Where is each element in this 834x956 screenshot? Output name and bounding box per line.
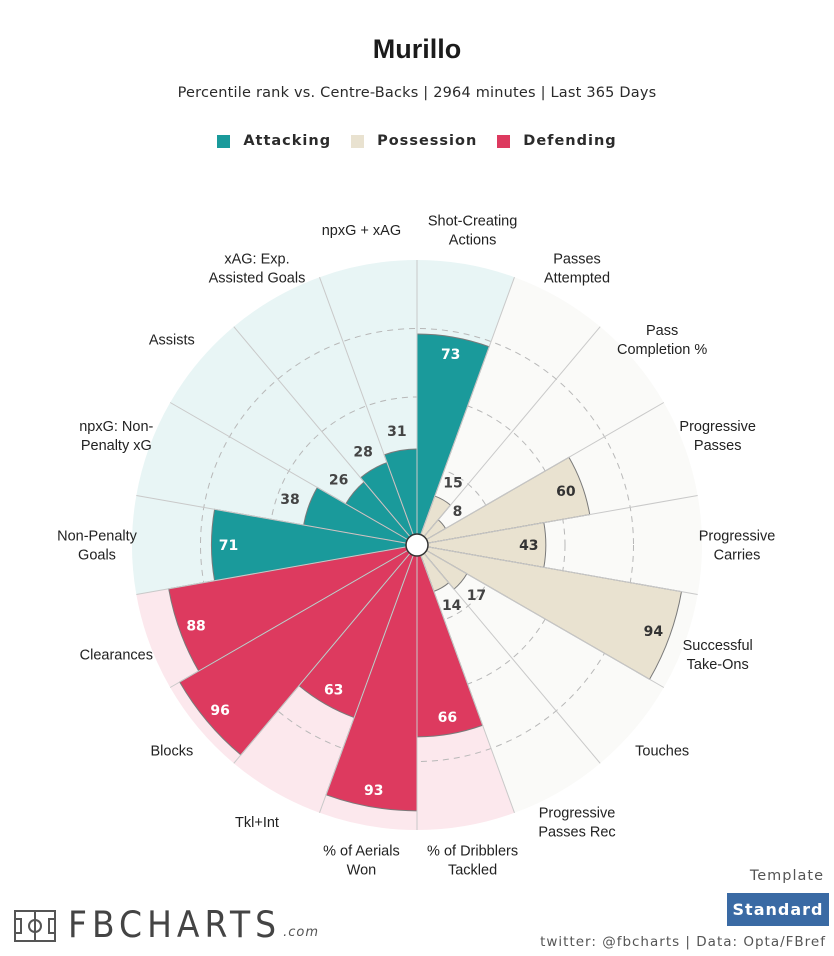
pitch-logo-icon	[14, 910, 56, 942]
sector-bg-pass-completion	[424, 326, 664, 540]
legend-swatch-possession	[351, 134, 365, 148]
category-label-xag-exp-assisted-goals: xAG: Exp. Assisted Goals	[209, 251, 306, 286]
category-label-pass-completion: Pass Completion %	[617, 323, 707, 358]
spoke	[136, 495, 407, 544]
fbcharts-logo: FBCHARTS .com	[14, 903, 320, 946]
chart-subtitle: Percentile rank vs. Centre-Backs | 2964 …	[177, 85, 657, 101]
legend-item-defending: Defending	[497, 133, 616, 149]
sector-bg-progressive-passes-rec	[420, 553, 601, 813]
spoke	[319, 277, 414, 535]
value-label-progressive-carries: 43	[519, 538, 538, 554]
category-label-of-dribblers-tackled: % of Dribblers Tackled	[427, 844, 518, 879]
value-label-progressive-passes-rec: 14	[442, 598, 462, 614]
legend-item-possession: Possession	[351, 133, 477, 149]
value-label-clearances: 88	[186, 618, 205, 634]
spoke	[169, 550, 408, 688]
category-labels: Shot-Creating Actions Passes Attempted Pass C…	[57, 213, 775, 878]
value-label-non-penalty-goals: 71	[219, 538, 238, 554]
legend-item-attacking: Attacking	[217, 133, 331, 149]
sector-bg-assists	[170, 326, 410, 540]
category-label-successful-take-ons: Successful Take-Ons	[683, 638, 753, 673]
spoke	[169, 402, 408, 540]
spoke	[420, 277, 515, 535]
spoke	[233, 326, 411, 537]
category-label-of-aerials-won: % of Aerials Won	[323, 844, 400, 879]
category-label-shot-creating-actions: Shot-Creating Actions	[428, 213, 517, 248]
legend-swatch-defending	[497, 134, 511, 148]
spoke	[420, 555, 515, 813]
spoke	[427, 495, 698, 544]
spoke	[423, 553, 601, 764]
category-label-progressive-passes: Progressive Passes	[679, 419, 756, 454]
category-label-progressive-carries: Progressive Carries	[699, 529, 776, 564]
sector-bg-touches	[424, 550, 664, 764]
logo-text: FBCHARTS	[68, 903, 282, 946]
legend-label-defending: Defending	[523, 133, 617, 149]
spokes	[136, 260, 698, 830]
spoke	[319, 555, 414, 813]
value-label-npxg-non-penalty-xg: 38	[280, 492, 299, 508]
data-credit: twitter: @fbcharts | Data: Opta/FBref	[540, 934, 826, 950]
legend-swatch-attacking	[217, 134, 231, 148]
value-label-of-dribblers-tackled: 66	[438, 710, 457, 726]
grid-ring-75	[200, 328, 634, 762]
value-labels: 73 15 8 60 43 94 17 14 66 93 63 96 88 71 38 26 28 31	[186, 347, 663, 799]
category-label-progressive-passes-rec: Progressive Passes Rec	[538, 806, 615, 841]
value-label-progressive-passes: 60	[556, 484, 576, 500]
value-label-assists: 26	[329, 472, 348, 488]
spoke	[426, 402, 665, 540]
value-label-xag-exp-assisted-goals: 28	[353, 445, 372, 461]
spoke	[426, 550, 665, 688]
value-label-tkl-int: 63	[324, 682, 343, 698]
value-label-of-aerials-won: 93	[364, 783, 383, 799]
category-label-passes-attempted: Passes Attempted	[544, 251, 610, 286]
legend-label-attacking: Attacking	[243, 133, 332, 149]
value-label-passes-attempted: 15	[443, 476, 462, 492]
bars	[168, 333, 683, 812]
category-label-npxg-non-penalty-xg: npxG: Non-Penalty xG	[79, 419, 153, 454]
category-label-non-penalty-goals: Non-Penalty Goals	[57, 529, 138, 564]
template-label: Template	[749, 868, 824, 884]
value-label-blocks: 96	[210, 703, 229, 719]
value-label-successful-take-ons: 94	[644, 624, 664, 640]
category-label-clearances: Clearances	[80, 647, 153, 663]
template-badge: Standard	[727, 893, 829, 926]
value-label-npxg-xag: 31	[387, 424, 406, 440]
category-label-touches: Touches	[635, 744, 689, 760]
legend-label-possession: Possession	[377, 133, 478, 149]
sector-bg-passes-attempted	[420, 277, 601, 537]
center-hub	[405, 533, 429, 557]
spoke	[423, 326, 601, 537]
value-label-touches: 17	[467, 588, 486, 604]
spoke	[233, 553, 411, 764]
legend: Attacking Possession Defending	[0, 133, 834, 149]
category-label-tkl-int: Tkl+Int	[235, 815, 279, 831]
category-label-blocks: Blocks	[151, 744, 194, 760]
logo-suffix: .com	[283, 925, 320, 940]
spoke	[427, 546, 698, 595]
category-label-npxg-xag: npxG + xAG	[322, 223, 401, 239]
value-label-shot-creating-actions: 73	[441, 347, 460, 363]
chart-title: Murillo	[372, 34, 462, 64]
spoke	[136, 546, 407, 595]
category-label-assists: Assists	[149, 332, 195, 348]
value-label-pass-completion: 8	[453, 504, 463, 520]
